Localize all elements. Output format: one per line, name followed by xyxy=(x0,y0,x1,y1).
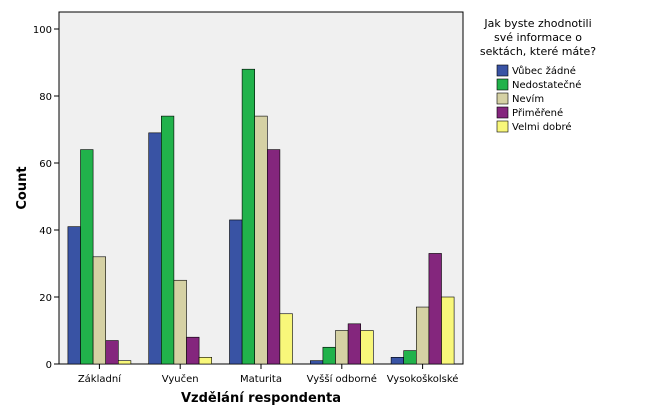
y-tick-label-20: 20 xyxy=(39,293,52,304)
legend: Jak byste zhodnotili své informace o sek… xyxy=(480,17,596,133)
x-tick-label-1: Vyučen xyxy=(162,373,199,385)
bars-group xyxy=(67,68,455,365)
legend-swatch-4 xyxy=(496,120,509,133)
legend-title-line-2: své informace o xyxy=(494,31,582,44)
legend-swatch-2 xyxy=(496,92,509,105)
y-tick-label-0: 0 xyxy=(46,360,52,371)
y-axis: 0 20 40 60 80 100 xyxy=(33,25,59,371)
y-tick-label-80: 80 xyxy=(39,92,52,103)
bar-4-0 xyxy=(390,356,405,365)
bar-0-3 xyxy=(105,340,119,365)
bar-3-0 xyxy=(309,360,324,365)
bar-3-4 xyxy=(360,330,374,365)
bar-4-4 xyxy=(441,296,455,365)
bar-0-0 xyxy=(67,226,81,365)
bar-1-3 xyxy=(186,336,200,365)
legend-swatch-3 xyxy=(496,106,509,119)
y-tick-label-100: 100 xyxy=(33,25,52,36)
legend-items: Vůbec žádné Nedostatečné Nevím Přiměřené Vel… xyxy=(496,64,581,133)
bar-0-1 xyxy=(80,149,94,365)
bar-3-3 xyxy=(347,323,362,365)
bar-2-1 xyxy=(241,68,256,365)
bar-0-2 xyxy=(92,256,106,365)
bar-1-1 xyxy=(161,115,175,365)
bar-3-1 xyxy=(322,346,336,365)
bar-2-0 xyxy=(229,219,243,365)
bar-4-2 xyxy=(415,306,430,365)
bar-1-2 xyxy=(173,279,187,365)
bar-0-4 xyxy=(118,360,132,365)
x-tick-label-3: Vyšší odborné xyxy=(307,373,377,385)
legend-label-3: Přiměřené xyxy=(512,107,563,119)
legend-title-line-1: Jak byste zhodnotili xyxy=(483,17,591,30)
bar-1-4 xyxy=(198,356,213,365)
bar-2-4 xyxy=(279,313,293,365)
x-tick-label-4: Vysokoškolské xyxy=(387,373,459,385)
legend-label-0: Vůbec žádné xyxy=(512,65,576,77)
x-axis-title: Vzdělání respondenta xyxy=(181,391,341,406)
bar-4-3 xyxy=(428,253,442,365)
bar-1-0 xyxy=(148,132,162,365)
x-axis: Základní Vyučen Maturita Vyšší odborné Vysok… xyxy=(78,364,459,385)
legend-title-line-3: sektách, které máte? xyxy=(480,45,596,58)
bar-2-3 xyxy=(266,149,281,365)
legend-label-2: Nevím xyxy=(512,93,544,105)
bar-2-2 xyxy=(254,115,268,365)
x-tick-label-0: Základní xyxy=(78,373,122,385)
y-tick-label-60: 60 xyxy=(39,159,52,170)
legend-label-1: Nedostatečné xyxy=(512,79,581,91)
x-tick-label-2: Maturita xyxy=(240,374,282,385)
y-tick-label-40: 40 xyxy=(39,226,52,237)
legend-swatch-1 xyxy=(496,78,509,91)
bar-4-1 xyxy=(403,350,417,365)
bar-3-2 xyxy=(335,330,349,365)
legend-swatch-0 xyxy=(496,64,509,77)
y-axis-title: Count xyxy=(15,166,30,209)
legend-label-4: Velmi dobré xyxy=(512,121,572,133)
